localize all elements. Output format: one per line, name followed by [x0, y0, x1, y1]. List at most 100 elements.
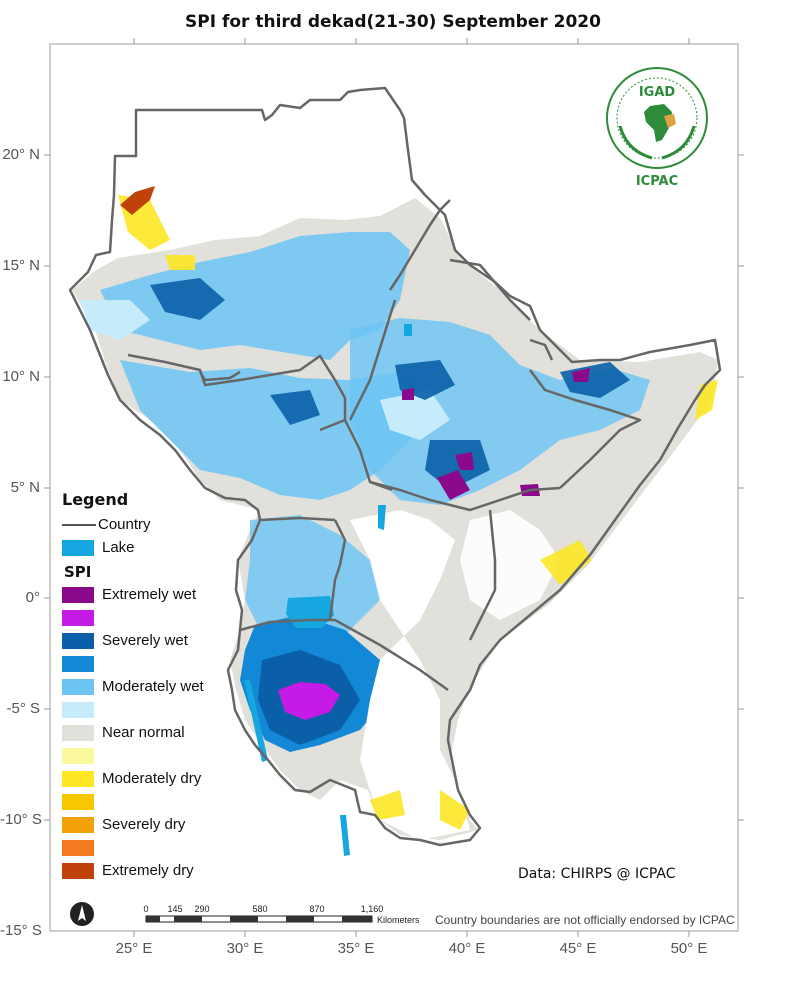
border-djibouti	[529, 338, 554, 361]
spi-class-row: Near normal	[62, 721, 252, 744]
spi-class-swatch	[62, 816, 94, 833]
boundary-disclaimer: Country boundaries are not officially en…	[435, 913, 735, 927]
border-tanzania-north	[239, 618, 449, 692]
spi-class-swatch	[62, 793, 94, 810]
legend-country-label: Country	[98, 516, 151, 533]
lon-label: 40° E	[448, 940, 486, 957]
white-area-kenya	[460, 510, 560, 620]
severely-wet-cores	[150, 278, 630, 490]
spi-class-swatch	[62, 724, 94, 741]
legend-lake-row: Lake	[62, 536, 252, 559]
lat-label: 15° N	[2, 257, 40, 274]
spi-class-swatch	[62, 770, 94, 787]
legend-title: Legend	[62, 490, 129, 509]
lat-label: 5° N	[10, 479, 40, 496]
border-kenya-somalia	[468, 509, 497, 641]
spi-class-row	[62, 698, 252, 721]
spi-class-row: Severely wet	[62, 629, 252, 652]
lon-label: 30° E	[226, 940, 264, 957]
scale-tick: 580	[252, 904, 268, 914]
spi-class-swatch	[62, 862, 94, 879]
logo-caption: ICPAC	[635, 174, 679, 189]
map-title: SPI for third dekad(21-30) September 202…	[185, 12, 601, 32]
legend-spi-title: SPI	[64, 563, 92, 581]
data-credit: Data: CHIRPS @ ICPAC	[518, 866, 676, 882]
white-area-tz	[350, 510, 470, 840]
spi-class-label: Severely wet	[102, 632, 188, 649]
lake-tanganyika	[244, 680, 268, 762]
spi-class-swatch	[62, 678, 94, 695]
border-drc-uganda	[259, 516, 336, 522]
spi-class-row: Severely dry	[62, 813, 252, 836]
spi-raster	[72, 110, 718, 856]
logo-acronym: IGAD	[639, 85, 676, 100]
map-legend: Legend Country Lake SPI Extremely wet Sev…	[62, 490, 252, 882]
lon-label: 35° E	[337, 940, 375, 957]
lat-label: -10° S	[0, 811, 42, 828]
igad-icpac-logo: IGAD ICPAC	[602, 66, 712, 191]
country-boundaries	[68, 86, 722, 847]
lake-tana	[404, 324, 412, 336]
spi-class-row	[62, 836, 252, 859]
lat-label: -5° S	[6, 700, 40, 717]
spi-class-swatch	[62, 586, 94, 603]
spi-class-row: Moderately wet	[62, 675, 252, 698]
scale-units: Kilometers	[377, 915, 420, 925]
scale-tick: 870	[309, 904, 325, 914]
spi-class-row: Extremely dry	[62, 859, 252, 882]
lake-swatch	[62, 539, 94, 556]
scale-tick: 145	[167, 904, 183, 914]
spi-class-row	[62, 790, 252, 813]
moderately-wet-south	[245, 515, 380, 640]
spi-class-label: Extremely wet	[102, 586, 197, 603]
spi-class-row	[62, 652, 252, 675]
spi-class-label: Moderately wet	[102, 678, 204, 695]
legend-country-row: Country	[62, 513, 252, 536]
border-chad-sudan	[198, 370, 241, 382]
extremely-wet-patch-tz	[278, 682, 340, 720]
spi-class-label: Severely dry	[102, 816, 186, 833]
scale-bar-graphic	[145, 915, 373, 923]
lat-label: 20° N	[2, 146, 40, 163]
border-ethiopia-southsudan	[319, 299, 397, 432]
border-eritrea	[449, 258, 531, 321]
spi-class-swatch	[62, 839, 94, 856]
spi-class-row: Moderately dry	[62, 767, 252, 790]
north-arrow-icon	[70, 902, 94, 926]
moderately-wet-north	[100, 232, 410, 360]
legend-lake-label: Lake	[102, 539, 135, 556]
border-uganda-kenya	[328, 519, 347, 621]
border-ethiopia-somalia	[529, 369, 642, 489]
lat-label: 10° N	[2, 368, 40, 385]
spi-class-swatch	[62, 655, 94, 672]
spi-class-list: Extremely wet Severely wet Moderately wet N…	[62, 583, 252, 882]
lake-turkana	[378, 505, 386, 530]
extremely-dry-patch	[120, 186, 155, 215]
igad-emblem-icon: IGAD	[606, 67, 708, 169]
outer-boundary	[68, 86, 722, 847]
lon-label: 50° E	[670, 940, 708, 957]
spi-class-swatch	[62, 632, 94, 649]
lon-label: 25° E	[115, 940, 153, 957]
grid-ticks	[44, 38, 744, 937]
border-ethiopia-kenya	[369, 480, 561, 512]
spi-class-swatch	[62, 609, 94, 626]
border-sudan-ethiopia	[388, 199, 451, 291]
light-wet-patches	[80, 300, 450, 440]
spi-class-label: Near normal	[102, 724, 185, 741]
lat-label: 0°	[25, 589, 40, 606]
spi-class-row	[62, 744, 252, 767]
spi-class-swatch	[62, 701, 94, 718]
lon-label: 45° E	[559, 940, 597, 957]
lat-label: -15° S	[0, 922, 42, 939]
scale-tick: 1,160	[360, 904, 384, 914]
scale-tick: 290	[194, 904, 210, 914]
spi-class-swatch	[62, 747, 94, 764]
moderately-wet-central	[120, 360, 420, 500]
spi-class-label: Extremely dry	[102, 862, 194, 879]
country-line-swatch	[62, 523, 96, 526]
dry-patches	[118, 195, 718, 830]
lake-malawi	[340, 815, 350, 856]
